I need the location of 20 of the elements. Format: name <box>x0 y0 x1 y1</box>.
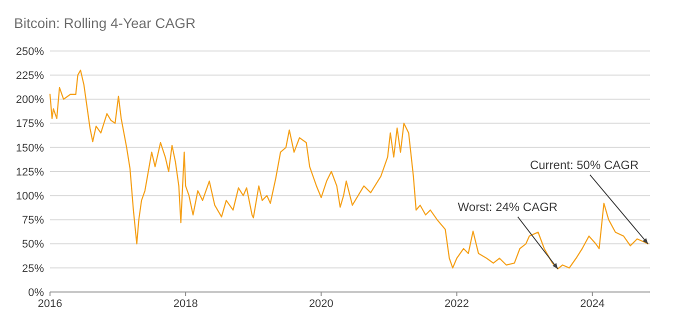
y-tick-label: 175% <box>16 118 44 130</box>
x-tick-label: 2022 <box>444 298 470 310</box>
y-tick-label: 75% <box>22 214 44 227</box>
chart-title: Bitcoin: Rolling 4-Year CAGR <box>14 15 196 31</box>
x-tick-label: 2020 <box>308 298 334 310</box>
y-tick-label: 250% <box>16 46 44 58</box>
y-tick-label: 200% <box>16 94 44 106</box>
line-series <box>49 70 649 270</box>
y-tick-label: 50% <box>22 238 44 251</box>
x-tick-label: 2024 <box>580 298 605 310</box>
y-tick-label: 25% <box>22 262 44 275</box>
y-tick-label: 125% <box>16 166 44 178</box>
x-tick-label: 2016 <box>38 298 62 310</box>
x-tick-label: 2018 <box>173 298 198 310</box>
y-tick-label: 150% <box>16 142 44 154</box>
annotation: Current: 50% CAGR <box>530 158 640 172</box>
y-tick-label: 100% <box>16 190 44 202</box>
y-tick-label: 0% <box>28 286 44 299</box>
y-tick-label: 225% <box>16 70 44 82</box>
annotation: Worst: 24% CAGR <box>458 200 558 214</box>
